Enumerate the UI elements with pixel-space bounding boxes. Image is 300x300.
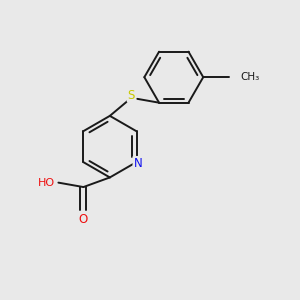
Text: O: O xyxy=(79,213,88,226)
Text: HO: HO xyxy=(38,178,55,188)
Text: N: N xyxy=(134,157,142,170)
Text: CH₃: CH₃ xyxy=(241,72,260,82)
Text: S: S xyxy=(128,88,135,102)
